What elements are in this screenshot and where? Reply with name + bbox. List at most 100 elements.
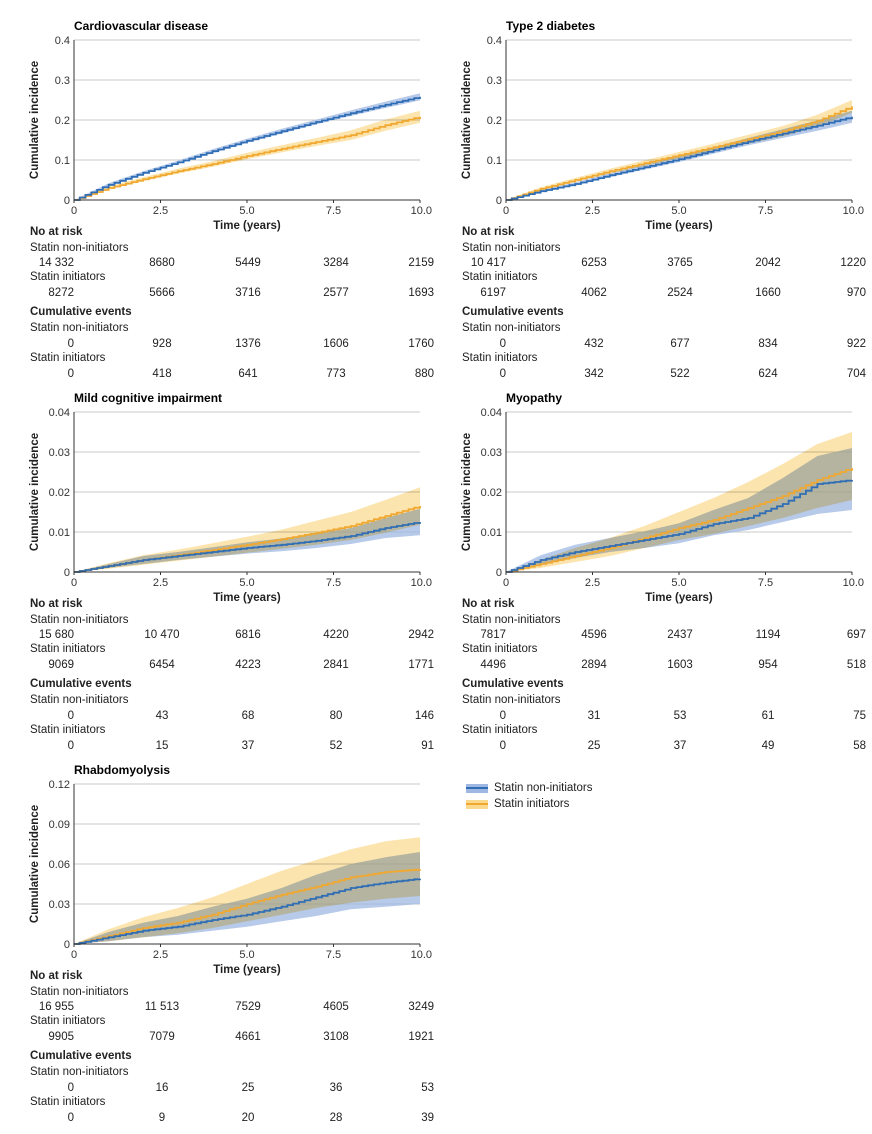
chart-title: Type 2 diabetes xyxy=(506,19,595,33)
table-cell: 418 xyxy=(152,368,172,380)
chart-title: Rhabdomyolysis xyxy=(74,763,170,777)
table-group-label: Statin initiators xyxy=(462,724,538,736)
table-cell: 342 xyxy=(584,368,604,380)
table-cell: 3284 xyxy=(323,257,349,269)
table-cell: 1660 xyxy=(755,287,781,299)
table-cell: 432 xyxy=(584,338,604,350)
table-cell: 6454 xyxy=(149,659,175,671)
chart-title: Myopathy xyxy=(506,391,562,405)
x-tick-label: 0 xyxy=(503,577,509,589)
y-tick-label: 0.1 xyxy=(487,155,502,167)
x-tick-label: 2.5 xyxy=(153,577,168,589)
table-cell: 0 xyxy=(67,1112,74,1124)
table-cell: 522 xyxy=(670,368,690,380)
table-group-label: Statin initiators xyxy=(462,643,538,655)
table-cell: 697 xyxy=(846,629,866,641)
legend-item-initiators: Statin initiators xyxy=(466,796,592,812)
y-tick-label: 0.03 xyxy=(49,899,70,911)
x-axis-label: Time (years) xyxy=(645,592,713,604)
table-cell: 0 xyxy=(499,368,506,380)
table-group-label: Statin initiators xyxy=(462,271,538,283)
x-tick-label: 7.5 xyxy=(758,205,773,217)
table-cell: 14 332 xyxy=(38,257,74,269)
x-tick-label: 7.5 xyxy=(326,577,341,589)
table-cell: 5666 xyxy=(149,287,175,299)
y-tick-label: 0.1 xyxy=(55,155,70,167)
table-cell: 10 470 xyxy=(144,629,180,641)
table-cell: 28 xyxy=(329,1112,343,1124)
table-cell: 5449 xyxy=(235,257,261,269)
table-cell: 2042 xyxy=(755,257,781,269)
x-tick-label: 7.5 xyxy=(326,205,341,217)
table-cell: 8680 xyxy=(149,257,175,269)
y-axis-label: Cumulative incidence xyxy=(461,433,473,551)
table-cell: 53 xyxy=(421,1082,434,1094)
y-tick-label: 0 xyxy=(64,567,70,579)
table-cell: 53 xyxy=(673,710,687,722)
table-group-label: Statin initiators xyxy=(30,1015,106,1027)
x-tick-label: 5.0 xyxy=(239,205,254,217)
x-axis-label: Time (years) xyxy=(213,964,281,976)
x-tick-label: 5.0 xyxy=(671,577,686,589)
x-tick-label: 10.0 xyxy=(411,949,432,961)
table-cell: 1693 xyxy=(408,287,434,299)
table-cell: 11 513 xyxy=(144,1001,180,1013)
table-header-events: Cumulative events xyxy=(462,678,564,690)
table-cell: 4062 xyxy=(581,287,607,299)
table-cell: 954 xyxy=(758,659,778,671)
table-cell: 2159 xyxy=(408,257,434,269)
x-tick-label: 2.5 xyxy=(153,949,168,961)
table-cell: 39 xyxy=(421,1112,434,1124)
table-cell: 0 xyxy=(499,740,506,752)
table-cell: 68 xyxy=(241,710,255,722)
ci-band-initiators xyxy=(74,837,420,944)
table-cell: 0 xyxy=(499,710,506,722)
table-header-at-risk: No at risk xyxy=(462,226,515,238)
table-cell: 20 xyxy=(241,1112,255,1124)
table-cell: 25 xyxy=(241,1082,255,1094)
x-axis-label: Time (years) xyxy=(213,220,281,232)
y-tick-label: 0.12 xyxy=(49,779,70,791)
table-header-at-risk: No at risk xyxy=(30,970,83,982)
table-cell: 9 xyxy=(158,1112,166,1124)
y-tick-label: 0.04 xyxy=(481,407,502,419)
table-group-label: Statin non-initiators xyxy=(30,986,129,998)
table-cell: 624 xyxy=(758,368,778,380)
table-cell: 4496 xyxy=(480,659,506,671)
table-cell: 1220 xyxy=(840,257,866,269)
table-cell: 518 xyxy=(846,659,866,671)
y-tick-label: 0 xyxy=(496,195,502,207)
table-group-label: Statin initiators xyxy=(30,643,106,655)
table-group-label: Statin initiators xyxy=(30,271,106,283)
table-group-label: Statin non-initiators xyxy=(30,614,129,626)
table-cell: 52 xyxy=(329,740,343,752)
table-cell: 880 xyxy=(414,368,434,380)
table-cell: 4605 xyxy=(323,1001,349,1013)
series-line-non-initiators xyxy=(74,878,421,945)
table-cell: 928 xyxy=(152,338,172,350)
table-cell: 922 xyxy=(846,338,866,350)
table-cell: 9069 xyxy=(48,659,74,671)
table-cell: 641 xyxy=(238,368,258,380)
y-tick-label: 0.2 xyxy=(55,115,70,127)
table-cell: 1921 xyxy=(408,1031,434,1043)
table-cell: 6253 xyxy=(581,257,607,269)
table-cell: 2841 xyxy=(323,659,349,671)
y-axis-label: Cumulative incidence xyxy=(461,61,473,179)
table-cell: 7529 xyxy=(235,1001,261,1013)
legend-label-non-initiators: Statin non-initiators xyxy=(494,782,593,794)
table-cell: 10 417 xyxy=(470,257,506,269)
table-cell: 2894 xyxy=(581,659,607,671)
y-axis-label: Cumulative incidence xyxy=(29,61,41,179)
y-tick-label: 0 xyxy=(64,939,70,951)
table-cell: 15 680 xyxy=(38,629,74,641)
table-header-events: Cumulative events xyxy=(462,306,564,318)
table-cell: 9905 xyxy=(48,1031,74,1043)
table-header-at-risk: No at risk xyxy=(462,598,515,610)
x-tick-label: 2.5 xyxy=(153,205,168,217)
y-tick-label: 0.02 xyxy=(481,487,502,499)
table-cell: 834 xyxy=(758,338,778,350)
table-cell: 1760 xyxy=(408,338,434,350)
table-group-label: Statin non-initiators xyxy=(30,1066,129,1078)
x-tick-label: 10.0 xyxy=(411,577,432,589)
